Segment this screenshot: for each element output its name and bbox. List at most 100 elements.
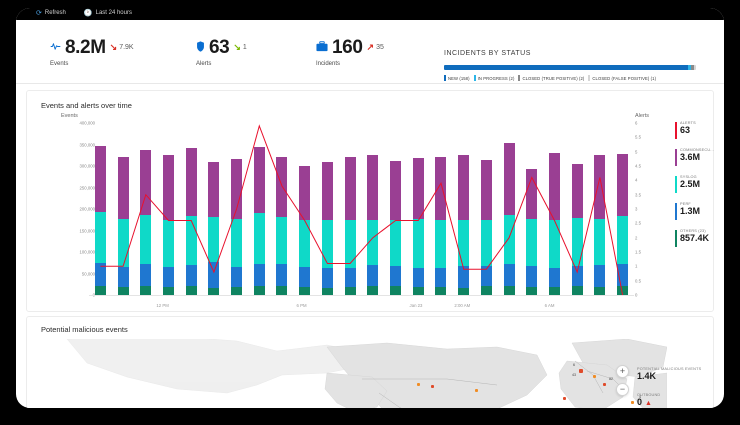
bar-column[interactable] — [361, 123, 384, 295]
stacked-bar[interactable] — [480, 160, 492, 295]
legend-item[interactable]: SYSLOG 2.5M — [675, 175, 721, 193]
y-tick-right: 1 — [635, 263, 638, 269]
bar-segment — [231, 286, 243, 295]
kpi-events[interactable]: 8.2M ↘ 7.9K Events — [50, 38, 134, 67]
incidents-status-segment[interactable] — [691, 65, 695, 70]
stacked-bar[interactable] — [94, 145, 106, 295]
bar-column[interactable] — [293, 123, 316, 295]
bar-segment — [185, 216, 197, 266]
incidents-status-legend-item[interactable]: IN PROGRESS (2) — [473, 75, 515, 81]
bar-column[interactable] — [430, 123, 453, 295]
incidents-status-segment[interactable] — [694, 65, 696, 70]
bar-column[interactable] — [134, 123, 157, 295]
bar-column[interactable] — [566, 123, 589, 295]
legend-item[interactable]: COMMONSECU... 3.6M — [675, 148, 721, 166]
stacked-bar[interactable] — [412, 158, 424, 295]
bar-column[interactable] — [203, 123, 226, 295]
stacked-bar[interactable] — [321, 162, 333, 295]
map-pin[interactable] — [431, 385, 434, 388]
stacked-bar[interactable] — [231, 158, 243, 295]
bar-segment — [94, 145, 106, 213]
stacked-bar[interactable] — [208, 161, 220, 295]
stacked-bar[interactable] — [344, 156, 356, 295]
stacked-bar[interactable] — [185, 147, 197, 295]
bar-segment — [571, 265, 583, 287]
bar-segment — [435, 286, 447, 295]
stacked-bar[interactable] — [617, 153, 629, 295]
stacked-bar[interactable] — [140, 150, 152, 295]
bar-column[interactable] — [384, 123, 407, 295]
refresh-button[interactable]: ⟳ Refresh — [36, 9, 66, 17]
bar-column[interactable] — [520, 123, 543, 295]
stacked-bar[interactable] — [389, 161, 401, 295]
arrow-down-icon: ↘ — [109, 42, 118, 52]
legend-series-value: 857.4K — [680, 233, 710, 244]
bar-column[interactable] — [452, 123, 475, 295]
stacked-bar[interactable] — [503, 143, 515, 295]
legend-item[interactable]: ALERTS 63 — [675, 121, 721, 139]
bar-column[interactable] — [248, 123, 271, 295]
bar-segment — [253, 285, 265, 295]
stacked-bar[interactable] — [253, 146, 265, 295]
bar-column[interactable] — [112, 123, 135, 295]
bar-column[interactable] — [498, 123, 521, 295]
bar-column[interactable] — [543, 123, 566, 295]
bar-column[interactable] — [225, 123, 248, 295]
incidents-status-segment[interactable] — [444, 65, 689, 70]
legend-item[interactable]: PERF 1.3M — [675, 202, 721, 220]
stacked-bar[interactable] — [458, 155, 470, 295]
malicious-events-card: Potential malicious events — [26, 316, 714, 408]
bar-column[interactable] — [180, 123, 203, 295]
map-pin[interactable] — [603, 383, 606, 386]
stacked-bar[interactable] — [299, 166, 311, 295]
bar-segment — [503, 285, 515, 295]
stacked-bar[interactable] — [526, 168, 538, 295]
map-pin[interactable] — [579, 369, 583, 373]
stacked-bar[interactable] — [367, 155, 379, 295]
bar-segment — [571, 164, 583, 218]
zoom-in-button[interactable]: + — [616, 365, 629, 378]
bar-segment — [162, 286, 174, 295]
y-tick-right: 5 — [635, 149, 638, 155]
time-range-picker[interactable]: 🕐 Last 24 hours — [84, 9, 132, 17]
stacked-bar[interactable] — [117, 156, 129, 295]
incidents-status-legend-item[interactable]: NEW (158) — [444, 75, 470, 81]
stacked-bar[interactable] — [162, 154, 174, 295]
kpi-alerts[interactable]: 63 ↘ 1 Alerts — [196, 38, 247, 67]
incidents-status-legend-item[interactable]: CLOSED (FALSE POSITIVE) (1) — [588, 75, 656, 81]
bar-segment — [276, 216, 288, 265]
map-pin[interactable] — [475, 389, 478, 392]
bar-column[interactable] — [89, 123, 112, 295]
stacked-bar[interactable] — [594, 155, 606, 295]
incidents-by-status: INCIDENTS BY STATUS NEW (158) IN PROGRESS… — [444, 50, 712, 81]
bar-segment — [412, 267, 424, 288]
refresh-icon: ⟳ — [36, 10, 42, 17]
bar-segment — [548, 287, 560, 295]
stacked-bar[interactable] — [571, 164, 583, 295]
y-tick-right: 2 — [635, 235, 638, 241]
incidents-status-legend-item[interactable]: CLOSED (TRUE POSITIVE) (2) — [518, 75, 584, 81]
bar-column[interactable] — [316, 123, 339, 295]
bar-column[interactable] — [588, 123, 611, 295]
stacked-bar[interactable] — [548, 153, 560, 295]
zoom-out-button[interactable]: − — [616, 383, 629, 396]
map-pin[interactable] — [631, 401, 634, 404]
world-map[interactable]: 6 43 82 4 + − POTENTIAL MALICIOUS EVENTS… — [27, 339, 713, 408]
bar-column[interactable] — [339, 123, 362, 295]
bar-segment — [344, 220, 356, 268]
map-pin[interactable] — [417, 383, 420, 386]
bar-segment — [412, 287, 424, 295]
map-pin[interactable] — [563, 397, 566, 400]
bar-column[interactable] — [611, 123, 634, 295]
incidents-status-segment[interactable] — [688, 65, 692, 70]
map-pin[interactable] — [593, 375, 596, 378]
bar-segment — [367, 285, 379, 295]
kpi-alerts-label: Alerts — [196, 61, 212, 67]
bar-column[interactable] — [157, 123, 180, 295]
bar-column[interactable] — [407, 123, 430, 295]
shield-icon — [196, 41, 205, 54]
kpi-incidents[interactable]: 160 ↗ 35 Incidents — [316, 38, 384, 67]
bar-column[interactable] — [475, 123, 498, 295]
stacked-bar[interactable] — [435, 157, 447, 295]
legend-item[interactable]: OTHERS (23) 857.4K — [675, 229, 721, 247]
